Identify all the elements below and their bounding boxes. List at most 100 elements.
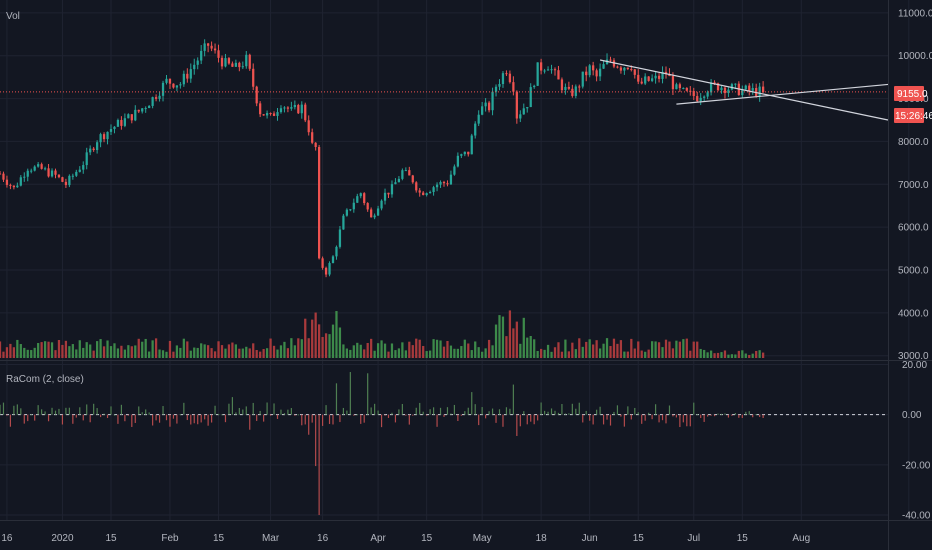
volume-bar — [682, 339, 685, 358]
volume-bar — [390, 343, 394, 358]
candle-body — [57, 174, 61, 178]
volume-bar — [43, 341, 47, 358]
oscillator-bar — [27, 414, 29, 422]
x-tick-label: Feb — [161, 533, 179, 544]
candle-body — [338, 229, 342, 247]
candle-body — [175, 85, 179, 88]
candle-body — [435, 184, 439, 188]
candle-body — [37, 164, 40, 167]
candle-body — [696, 96, 699, 102]
volume-bar — [130, 346, 133, 358]
volume-bar — [633, 348, 636, 358]
candle-body — [203, 43, 206, 51]
volume-bar — [709, 350, 713, 358]
volume-bar — [92, 350, 95, 358]
oscillator-bar — [193, 414, 195, 424]
volume-bar — [748, 354, 751, 358]
candle-body — [390, 184, 394, 195]
oscillator-bar — [446, 407, 449, 415]
volume-bar — [619, 340, 623, 358]
volume-bar — [418, 339, 421, 358]
volume-bar — [501, 316, 505, 358]
oscillator-bar — [686, 414, 688, 427]
volume-bar — [168, 340, 172, 358]
candle-body — [23, 176, 26, 178]
candle-body — [623, 67, 626, 71]
candle-body — [439, 182, 442, 185]
volume-bar — [0, 341, 2, 358]
oscillator-bar — [221, 414, 223, 416]
candle-body — [546, 69, 550, 71]
oscillator-bar — [623, 414, 625, 427]
volume-bar — [338, 327, 342, 358]
oscillator-bar — [745, 411, 747, 415]
volume-bar — [99, 339, 102, 358]
oscillator-bar — [481, 407, 483, 415]
candle-body — [633, 69, 636, 75]
candle-body — [449, 174, 453, 185]
countdown-label: 15:26:46 — [895, 111, 932, 122]
volume-bar — [116, 348, 120, 358]
volume-bar — [602, 343, 605, 358]
volume-bar — [154, 338, 158, 358]
volume-bar — [276, 349, 279, 358]
oscillator-bar — [335, 383, 338, 415]
volume-bar — [231, 342, 234, 358]
candle-body — [193, 64, 196, 70]
volume-bar — [213, 351, 217, 358]
candle-body — [494, 86, 498, 92]
oscillator-bar — [762, 414, 764, 418]
x-tick-label: 2020 — [51, 533, 74, 544]
oscillator-bar — [297, 414, 299, 416]
oscillator-bar — [75, 414, 77, 418]
volume-bar — [265, 348, 269, 358]
oscillator-bar — [61, 414, 64, 425]
oscillator-bar — [82, 414, 84, 421]
candle-body — [359, 193, 362, 197]
candle-body — [113, 126, 116, 130]
candle-body — [252, 68, 255, 87]
volume-bar — [522, 317, 525, 358]
oscillator-bar — [321, 414, 324, 426]
candle-body — [345, 209, 349, 216]
oscillator-bar — [120, 404, 123, 415]
volume-bar — [612, 338, 616, 358]
candle-body — [571, 88, 574, 96]
candle-body — [709, 82, 713, 93]
volume-bar — [536, 351, 539, 358]
candle-body — [168, 78, 172, 84]
candle-body — [515, 91, 518, 119]
trendline-upper[interactable] — [599, 59, 889, 121]
volume-bar — [692, 341, 695, 358]
candle-body — [602, 64, 605, 69]
volume-bar — [252, 343, 255, 358]
trendline-lower[interactable] — [676, 83, 889, 105]
oscillator-bar — [703, 414, 705, 422]
oscillator-bar — [720, 413, 723, 415]
oscillator-bar — [707, 414, 709, 417]
volume-bar — [102, 346, 106, 358]
volume-bar — [505, 336, 508, 358]
volume-bar — [241, 348, 244, 358]
candle-body — [682, 87, 685, 89]
oscillator-bar — [675, 414, 678, 418]
oscillator-bar — [450, 413, 452, 415]
volume-bar — [713, 353, 716, 358]
oscillator-bar — [204, 414, 206, 420]
candle-body — [321, 258, 324, 268]
oscillator-bar — [426, 414, 428, 416]
oscillator-layer — [0, 372, 888, 515]
oscillator-bar — [602, 414, 605, 425]
volume-bar — [321, 336, 324, 358]
trendline-layer[interactable] — [0, 59, 889, 121]
candle-body — [716, 83, 720, 91]
oscillator-bar — [415, 407, 417, 415]
volume-bar — [723, 350, 727, 358]
candle-body — [397, 178, 401, 183]
candle-body — [383, 192, 387, 201]
oscillator-bar — [127, 414, 129, 416]
oscillator-bar — [162, 406, 164, 415]
